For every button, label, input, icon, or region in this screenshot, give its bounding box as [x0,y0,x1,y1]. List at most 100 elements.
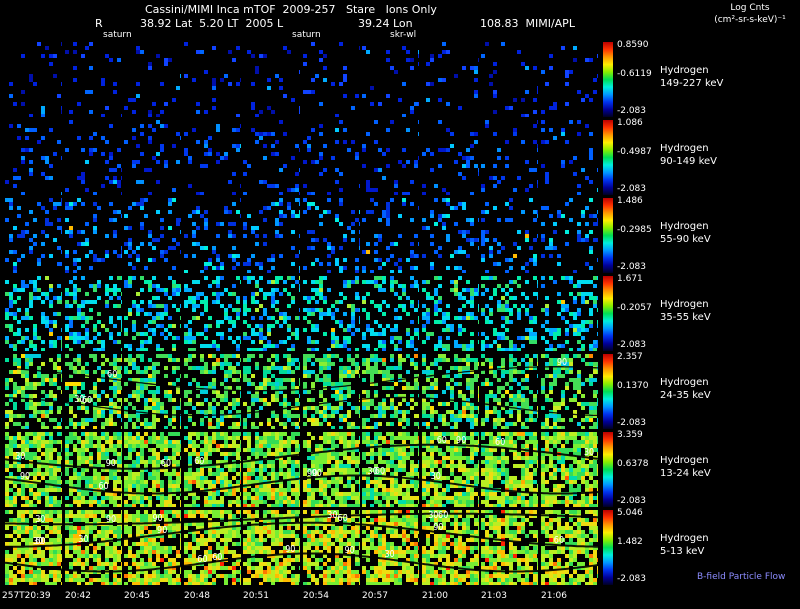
energy-band-label: 5-13 keV [660,546,705,557]
spectrogram-panel [5,42,62,117]
spectrogram-panel [184,120,241,195]
time-tick-label: 20:45 [124,591,150,601]
spectrogram-panel [303,510,360,585]
spectrogram-panel [5,120,62,195]
spectrogram-panel [124,276,181,351]
spectrogram-panel [65,198,122,273]
spectrogram-panel [362,198,419,273]
colorbar-mid-label: 0.1370 [617,381,649,391]
ephemeris-segment: 38.92 Lat 5.20 LT 2005 L [140,17,284,30]
spectrogram-panel [422,510,479,585]
energy-band-label: 55-90 keV [660,234,711,245]
species-label: Hydrogen [660,143,709,154]
spectrogram-panel [481,510,538,585]
spectrogram-panel [303,354,360,429]
spectrogram-panel [422,354,479,429]
spectrogram-panel [362,354,419,429]
colorbar-max-label: 1.486 [617,196,643,206]
spectrogram-panel [65,276,122,351]
spectrogram-panel [124,42,181,117]
ephemeris-segment: 108.83 MIMI/APL [480,17,575,30]
spectrogram-panel [481,432,538,507]
species-label: Hydrogen [660,455,709,466]
species-label: Hydrogen [660,377,709,388]
spectrogram-panel [184,42,241,117]
time-tick-label: 21:00 [422,591,448,601]
spectrogram-panel [362,432,419,507]
time-tick-label: 20:54 [303,591,329,601]
colorbar [603,42,613,117]
spectrogram-panel [184,510,241,585]
spectrogram-panel [65,354,122,429]
colorbar-max-label: 3.359 [617,430,643,440]
spectrogram-panel [362,120,419,195]
spectrogram-panel [124,198,181,273]
colorbar-mid-label: -0.2057 [617,303,652,313]
band-label-group: Hydrogen 90-149 keV [660,142,717,168]
energy-band-label: 149-227 keV [660,78,724,89]
colorbar [603,198,613,273]
spectrogram-panel [541,120,598,195]
spectrogram-panel [481,42,538,117]
colorbar-min-label: -2.083 [617,184,647,194]
colorbar-mid-label: -0.2985 [617,225,652,235]
spectrogram-panel [422,120,479,195]
energy-band-label: 13-24 keV [660,468,711,479]
spectrogram-panel [124,120,181,195]
time-tick-label: 21:03 [481,591,507,601]
spectrogram-panel [481,120,538,195]
spectrogram-panel [422,198,479,273]
band-label-group: Hydrogen 24-35 keV [660,376,711,402]
spectrogram-panel [362,510,419,585]
colorbar-mid-label: -0.4987 [617,147,652,157]
spectrogram-panel [184,354,241,429]
band-label-group: Hydrogen 13-24 keV [660,454,711,480]
colorbar-mid-label: 0.6378 [617,459,649,469]
spectrogram-panel [481,354,538,429]
colorbar-min-label: -2.083 [617,574,647,584]
colorbar-max-label: 1.086 [617,118,643,128]
spectrogram-panel [184,276,241,351]
spectrogram-panel [243,510,300,585]
colorbar [603,276,613,351]
colorbar-mid-label: -0.6119 [617,69,652,79]
spectrogram-panel [481,198,538,273]
time-tick-label: 20:57 [362,591,388,601]
species-label: Hydrogen [660,533,709,544]
spectrogram-panel [362,276,419,351]
time-tick-label: 257T20:39 [2,591,51,601]
spectrogram-panel [5,198,62,273]
time-tick-label: 20:51 [243,591,269,601]
spectrogram-panel [65,120,122,195]
colorbar-mid-label: 1.482 [617,537,643,547]
spectrogram-panel [541,432,598,507]
spectrogram-panel [303,276,360,351]
band-label-group: Hydrogen 5-13 keV [660,532,709,558]
spectrogram-panel [124,510,181,585]
spectrogram-panel [541,198,598,273]
spectrogram-panel [243,276,300,351]
colorbar-min-label: -2.083 [617,496,647,506]
energy-band-label: 35-55 keV [660,312,711,323]
log-cnts-units: (cm²-sr-s-keV)⁻¹ [714,15,786,25]
spectrogram-panel [362,42,419,117]
spectrogram-panel [303,432,360,507]
energy-band-label: 90-149 keV [660,156,718,167]
colorbar-title: Log Cnts (cm²-sr-s-keV)⁻¹ [702,2,798,26]
spectrogram-panel [303,120,360,195]
species-label: Hydrogen [660,299,709,310]
spectrogram-panel [184,198,241,273]
spectrogram-panel [243,120,300,195]
spectrogram-panel [243,198,300,273]
band-label-group: Hydrogen 149-227 keV [660,64,723,90]
time-tick-label: 20:42 [65,591,91,601]
spectrogram-panel [541,354,598,429]
spectrogram-panel [303,198,360,273]
colorbar [603,432,613,507]
spectrogram-panel [541,276,598,351]
colorbar-min-label: -2.083 [617,418,647,428]
spectrogram-panel [541,42,598,117]
spectrogram-panel [124,354,181,429]
ephemeris-segment: R [95,17,103,30]
